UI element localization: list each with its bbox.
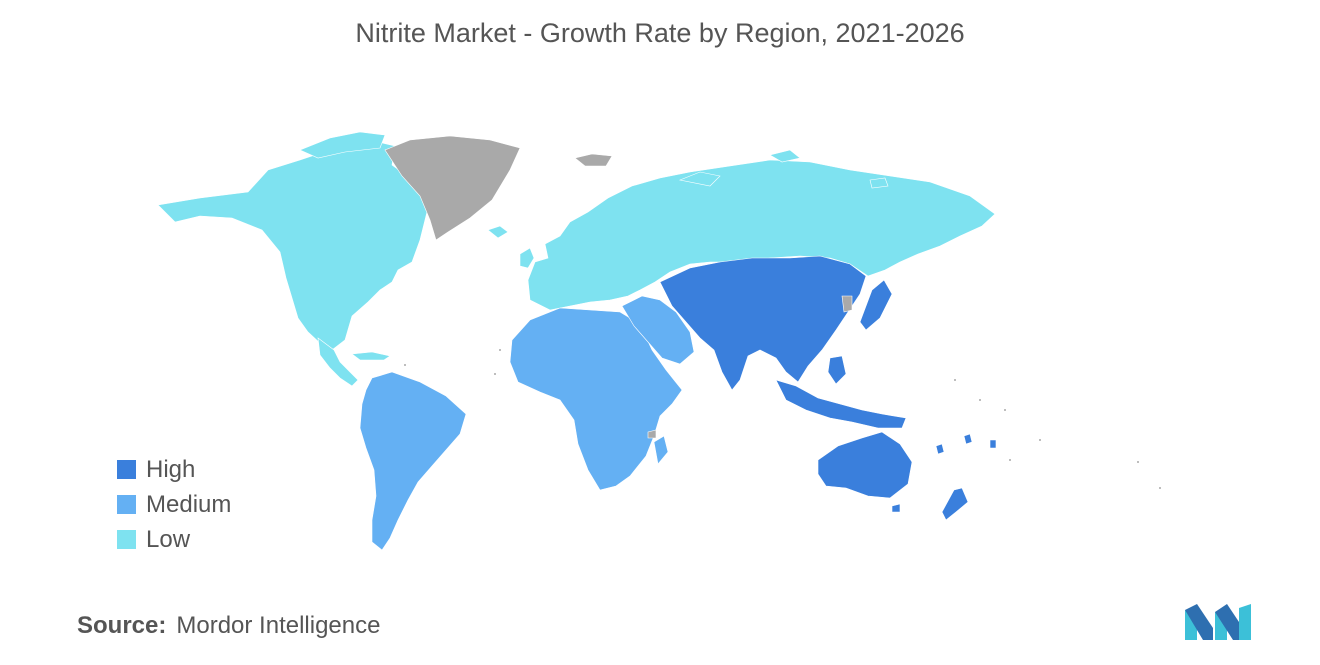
region-australia <box>817 431 913 499</box>
region-comoros <box>647 429 657 439</box>
region-svalbard <box>574 153 613 167</box>
source-text: Mordor Intelligence <box>176 612 381 639</box>
legend-label-low: Low <box>146 525 191 553</box>
legend-swatch-low <box>117 530 136 549</box>
region-south-america <box>359 371 467 551</box>
world-map-svg <box>157 131 1161 551</box>
mordor-intelligence-logo <box>1185 604 1251 645</box>
region-africa <box>509 307 683 491</box>
region-caribbean <box>351 351 391 361</box>
region-europe-russia <box>527 159 996 311</box>
region-madagascar <box>653 435 669 465</box>
region-north-america <box>157 139 429 351</box>
region-new-zealand <box>941 487 969 521</box>
region-uk <box>519 247 535 269</box>
scattered-islands <box>404 349 1161 489</box>
region-philippines <box>827 355 847 385</box>
legend-swatch-medium <box>117 495 136 514</box>
legend-item-low: Low <box>117 522 231 557</box>
region-korea <box>841 295 853 313</box>
source-note: Source: Mordor Intelligence <box>77 612 380 640</box>
region-arctic-islands <box>299 131 386 159</box>
logo-icon <box>1185 604 1251 640</box>
region-southeast-asia <box>775 379 907 429</box>
legend-item-medium: Medium <box>117 487 231 522</box>
region-greenland <box>384 135 521 241</box>
region-middle-east <box>621 295 695 365</box>
region-tasmania <box>891 503 901 513</box>
region-iceland <box>487 225 509 239</box>
source-label: Source: <box>77 612 167 639</box>
region-pacific-islands <box>935 433 997 455</box>
region-arctic-russia <box>678 149 889 189</box>
world-map <box>140 125 1180 565</box>
legend-swatch-high <box>117 460 136 479</box>
region-central-america <box>317 337 359 387</box>
legend-label-high: High <box>146 455 196 483</box>
chart-title: Nitrite Market - Growth Rate by Region, … <box>355 18 965 48</box>
legend: High Medium Low <box>117 452 231 557</box>
legend-item-high: High <box>117 452 231 487</box>
region-asia <box>659 255 867 391</box>
region-japan <box>859 279 893 331</box>
legend-label-medium: Medium <box>146 490 232 518</box>
